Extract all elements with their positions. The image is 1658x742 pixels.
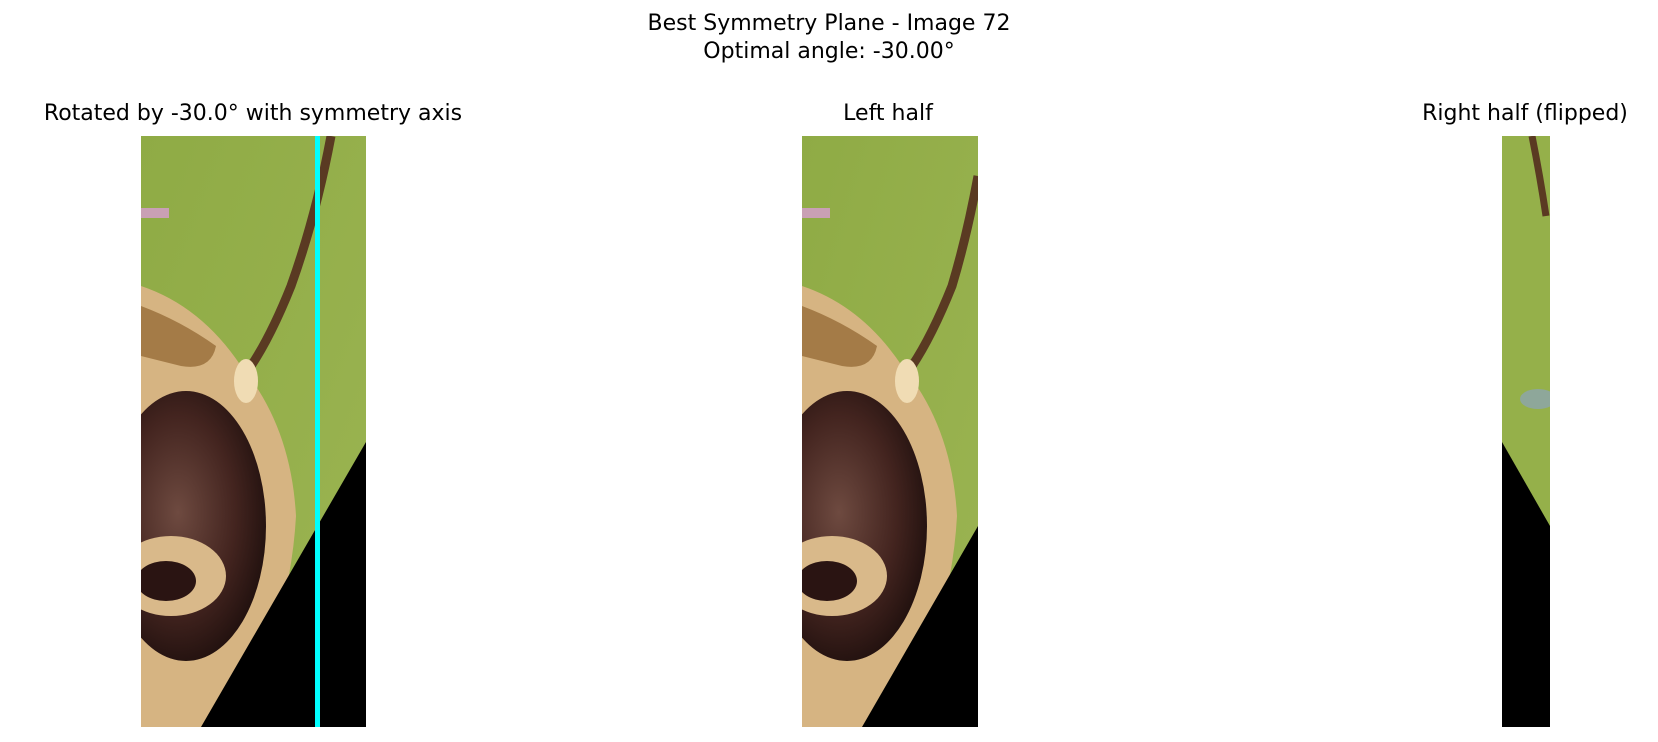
figure-title: Best Symmetry Plane - Image 72 Optimal a… <box>0 10 1658 66</box>
ocellus-dark <box>802 561 857 601</box>
rotation-mask <box>201 442 366 727</box>
panel-title-left: Left half <box>843 101 933 126</box>
panel-title-right: Right half (flipped) <box>1422 101 1628 126</box>
antenna-base <box>234 359 258 403</box>
antenna-base <box>895 359 919 403</box>
antenna <box>247 136 336 369</box>
pink-speck <box>802 208 830 218</box>
antenna <box>1528 136 1550 217</box>
symmetry-axis-line <box>315 136 320 727</box>
ocellus-dark <box>141 561 196 601</box>
rotation-mask <box>862 526 978 727</box>
panel-title-rotated: Rotated by -30.0° with symmetry axis <box>43 101 463 126</box>
wing-blur <box>1520 389 1550 409</box>
right-half-image <box>1502 136 1550 727</box>
antenna <box>908 175 978 369</box>
figure-title-line2: Optimal angle: -30.00° <box>703 39 955 64</box>
figure-title-line1: Best Symmetry Plane - Image 72 <box>647 11 1011 36</box>
pink-speck <box>141 208 169 218</box>
fur-shadow <box>802 306 877 367</box>
left-half-image <box>802 136 978 727</box>
rotated-image-panel <box>141 136 366 727</box>
right-half-panel <box>1502 136 1550 727</box>
rotation-mask <box>1502 442 1550 727</box>
rotated-image <box>141 136 366 727</box>
left-half-panel <box>802 136 978 727</box>
fur-shadow <box>141 306 216 367</box>
